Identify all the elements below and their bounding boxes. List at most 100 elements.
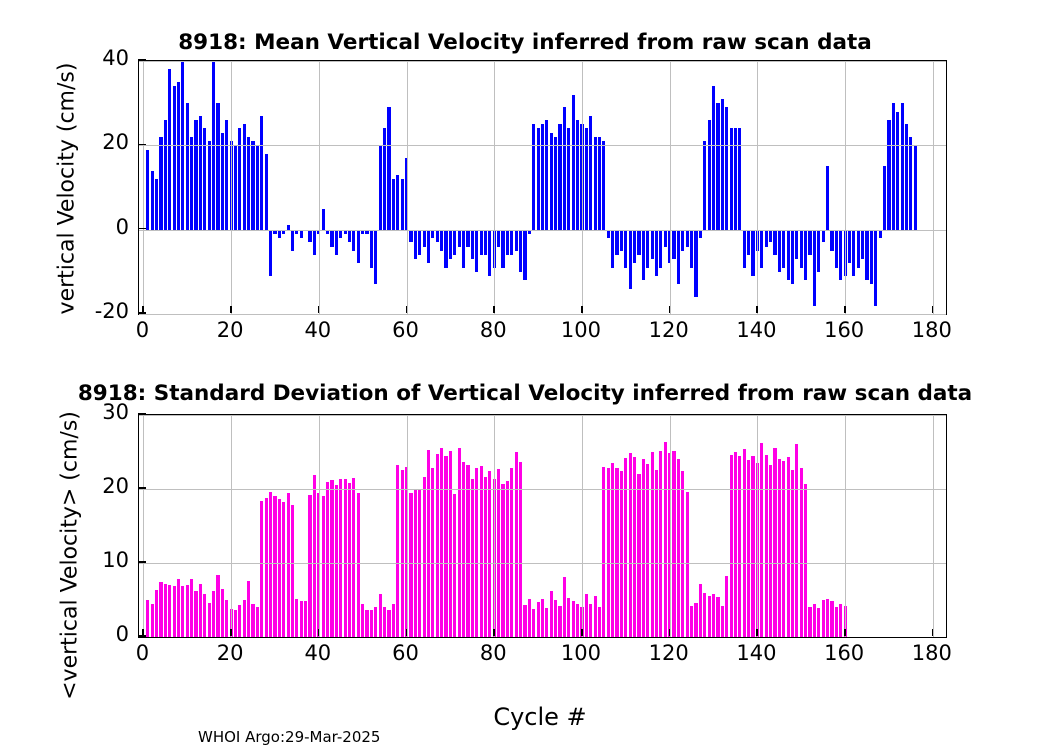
bar <box>400 179 404 230</box>
bar <box>567 128 571 230</box>
bar <box>729 128 733 230</box>
gridline-vertical <box>143 415 145 637</box>
bar <box>865 229 869 281</box>
bar <box>554 600 558 637</box>
bar <box>589 603 593 637</box>
bar <box>501 483 505 637</box>
bar <box>422 229 426 247</box>
bar <box>663 442 667 637</box>
bar <box>817 608 821 637</box>
bar <box>457 229 461 247</box>
bar <box>571 94 575 230</box>
bar <box>637 474 641 637</box>
bar <box>606 467 610 637</box>
bar <box>847 229 852 264</box>
bar <box>242 124 246 230</box>
bar <box>268 229 273 277</box>
bar <box>523 605 527 637</box>
bar <box>716 103 720 230</box>
bar <box>216 574 220 637</box>
bar <box>698 583 702 637</box>
bar <box>176 579 181 637</box>
bar <box>839 229 843 281</box>
bar <box>681 470 685 637</box>
bar <box>878 229 882 239</box>
bar <box>624 457 628 637</box>
bar <box>786 457 790 637</box>
bar <box>896 111 900 230</box>
bar <box>453 229 457 255</box>
bar <box>777 229 781 272</box>
bar <box>470 478 474 637</box>
bar <box>602 466 606 637</box>
bar <box>308 494 312 637</box>
bar <box>711 594 716 637</box>
plot-area-mean <box>138 60 947 315</box>
bar <box>777 458 781 637</box>
bar <box>773 447 777 637</box>
bar <box>387 107 391 230</box>
gridline-vertical <box>932 61 934 314</box>
bar <box>290 229 295 251</box>
bar <box>238 605 242 637</box>
bar <box>685 229 689 247</box>
bar <box>768 229 773 243</box>
bar <box>190 136 194 230</box>
bar <box>255 607 259 637</box>
bar <box>703 593 707 637</box>
bar <box>747 229 751 255</box>
bar <box>264 497 268 637</box>
bar <box>536 128 540 230</box>
x-tickmark <box>756 629 758 636</box>
bar-series-mean <box>139 61 946 314</box>
bar <box>247 136 251 230</box>
y-tickmark <box>138 143 146 146</box>
x-tickmark <box>317 629 320 636</box>
bar <box>290 505 295 637</box>
chart-title-mean: 8918: Mean Vertical Velocity inferred fr… <box>178 30 872 55</box>
gridline-vertical <box>669 61 671 314</box>
bar <box>268 491 273 637</box>
bar <box>475 229 479 272</box>
bar <box>426 449 431 637</box>
y-tick-label: 30 <box>102 400 129 424</box>
bar <box>435 229 439 243</box>
gridline-horizontal <box>139 145 946 147</box>
gridline-horizontal <box>139 314 946 315</box>
y-tick-label: 40 <box>102 46 129 70</box>
bar <box>150 604 154 637</box>
bar <box>251 603 255 637</box>
bar <box>523 229 527 281</box>
bar <box>843 229 847 277</box>
gridline-horizontal <box>139 415 946 416</box>
x-axis-label: Cycle # <box>493 703 587 731</box>
y-axis-label-mean: vertical Velocity (cm/s) <box>54 62 80 315</box>
bar <box>576 604 580 637</box>
bar <box>558 124 562 230</box>
bar <box>799 229 803 268</box>
bar <box>304 601 308 637</box>
x-tickmark <box>668 629 671 636</box>
x-tick-label: 20 <box>216 318 244 342</box>
bar <box>431 468 435 637</box>
bar <box>488 229 492 277</box>
bar <box>172 585 176 637</box>
bar <box>839 604 843 637</box>
bar-series-std <box>139 415 946 637</box>
gridline-vertical <box>757 415 759 637</box>
bar <box>308 229 312 243</box>
bar <box>707 595 711 637</box>
bar <box>185 103 189 230</box>
bar <box>326 482 330 637</box>
bar <box>549 132 553 230</box>
bar <box>773 229 777 255</box>
gridline-horizontal <box>139 61 946 62</box>
bar <box>808 606 812 637</box>
bar <box>795 229 799 260</box>
bar <box>659 450 663 637</box>
bar <box>448 229 452 260</box>
bar <box>527 599 531 637</box>
bar <box>641 229 645 281</box>
bar <box>365 610 369 637</box>
bar <box>168 585 172 637</box>
